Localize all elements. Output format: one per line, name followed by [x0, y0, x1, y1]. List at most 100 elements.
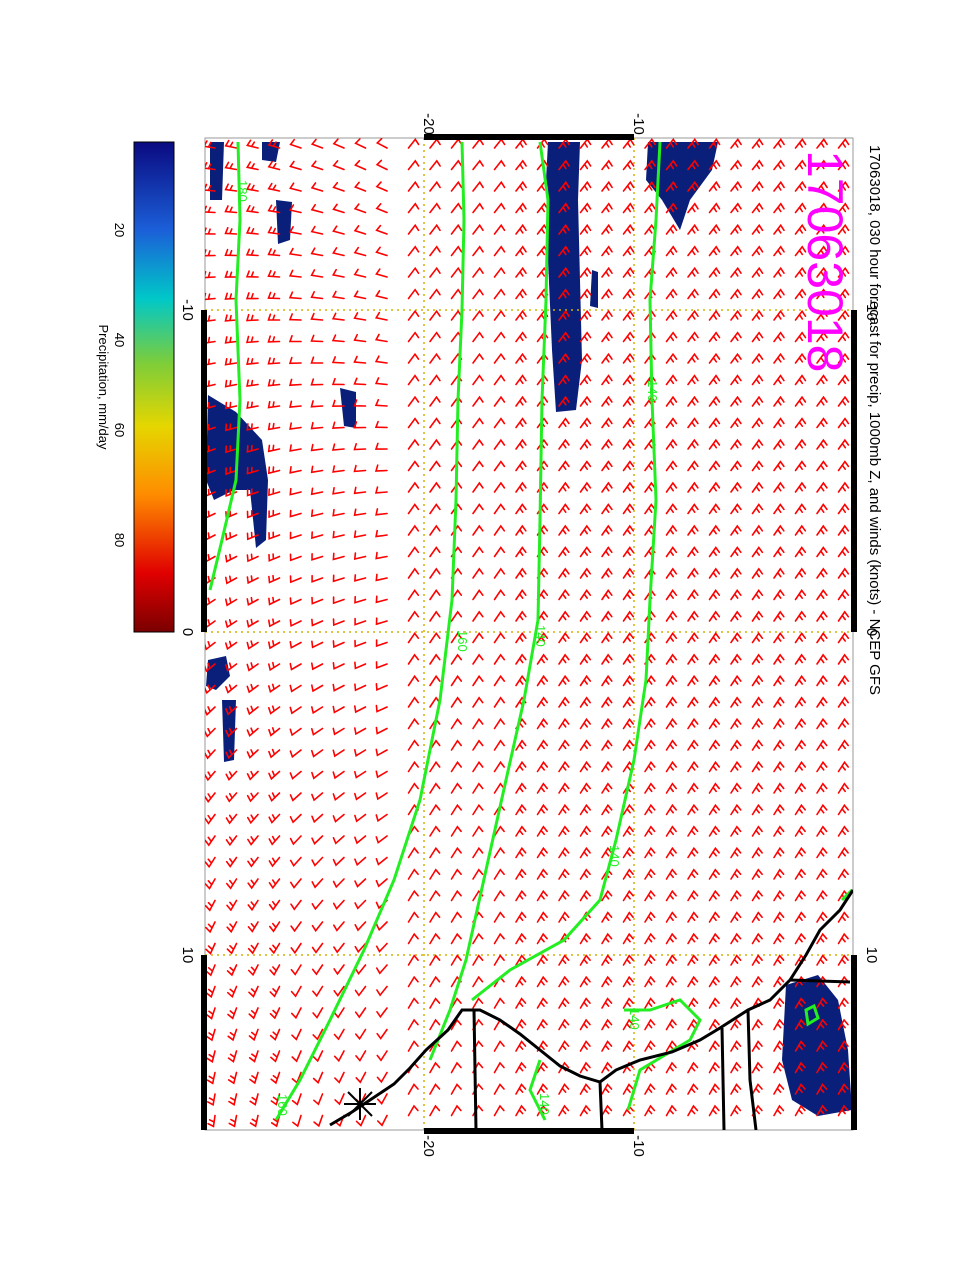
wind-barb [205, 249, 216, 257]
wind-barb [794, 546, 807, 558]
wind-barb [644, 889, 656, 902]
wind-barb [429, 632, 441, 644]
wind-barb [794, 481, 807, 493]
wind-barb [558, 589, 570, 601]
wind-barb [354, 835, 367, 845]
wind-barb [375, 551, 388, 560]
wind-barb [708, 889, 720, 902]
wind-barb [601, 932, 613, 945]
wind-barb [601, 309, 613, 321]
wind-barb [579, 223, 592, 235]
wind-barb [687, 245, 699, 257]
wind-barb [579, 610, 592, 622]
wind-barb [579, 438, 592, 450]
wind-barb [687, 1104, 699, 1117]
wind-barb [429, 760, 441, 773]
wind-barb [493, 395, 506, 407]
wind-barb [205, 706, 216, 716]
wind-barb [837, 589, 850, 601]
wind-barb [429, 932, 441, 945]
wind-barb [794, 374, 807, 386]
wind-barb [429, 202, 441, 214]
wind-barb [246, 466, 259, 475]
wind-barb [687, 954, 699, 966]
wind-barb [579, 889, 591, 902]
wind-barb [708, 202, 721, 214]
wind-barb [331, 399, 345, 408]
wind-barb [472, 288, 484, 300]
wind-barb [376, 1007, 388, 1019]
wind-barb [224, 248, 238, 257]
wind-barb [708, 438, 721, 450]
wind-barb [332, 792, 345, 802]
wind-barb [708, 180, 721, 192]
wind-barb [407, 760, 419, 773]
wind-barb [751, 266, 764, 278]
wind-barb [450, 1104, 462, 1117]
station-marker [344, 1088, 376, 1120]
wind-barb [310, 225, 324, 235]
lat-lon-grid [205, 138, 853, 1130]
wind-barb [245, 335, 259, 344]
wind-barb [665, 417, 678, 429]
wind-barb [708, 567, 721, 579]
wind-barb [644, 760, 656, 773]
wind-barb [205, 423, 216, 432]
wind-barb [224, 270, 238, 278]
wind-barb [246, 792, 259, 803]
wind-barb [245, 204, 259, 214]
wind-barb [472, 567, 484, 579]
wind-barb [816, 610, 828, 622]
wind-barb [730, 417, 742, 429]
wind-barb [493, 438, 506, 450]
wind-barb [622, 932, 634, 945]
wind-barb [687, 460, 699, 472]
wind-barb [450, 911, 462, 923]
wind-barb [224, 292, 238, 300]
wind-barb [601, 180, 613, 192]
wind-barb [515, 288, 527, 300]
wind-barb [601, 846, 613, 859]
wind-barb [493, 825, 505, 837]
wind-barb [246, 488, 259, 497]
wind-barb [536, 760, 548, 773]
wind-barb [407, 481, 420, 493]
wind-barb [687, 266, 699, 278]
wind-barb [332, 552, 345, 561]
wind-barb [472, 374, 484, 386]
wind-barb [794, 1040, 806, 1052]
wind-barb [687, 610, 699, 622]
wind-barb [773, 674, 785, 687]
wind-barb [837, 202, 850, 214]
wind-barb [332, 487, 345, 495]
wind-barb [665, 932, 677, 945]
wind-barb [558, 352, 570, 364]
wind-barb [837, 803, 849, 816]
wind-barb [472, 524, 484, 536]
wind-barb [773, 1083, 785, 1095]
wind-barb [310, 203, 324, 214]
wind-barb [579, 825, 591, 837]
wind-barb [730, 825, 742, 837]
wind-barb [450, 202, 463, 214]
wind-barb [225, 575, 238, 585]
wind-barb [730, 868, 742, 880]
wind-barb [515, 1061, 527, 1074]
wind-barb [355, 1050, 367, 1062]
wind-barb [311, 727, 324, 736]
wind-barb [354, 574, 367, 582]
wind-barb [472, 739, 484, 751]
wind-barb [536, 1083, 548, 1095]
wind-barb [472, 460, 484, 472]
wind-barb [310, 182, 324, 192]
wind-barb [493, 911, 505, 923]
wind-barb [816, 223, 828, 235]
wind-barb [644, 1083, 656, 1095]
wind-barb [665, 674, 678, 687]
wind-barb [515, 911, 527, 923]
wind-barb [429, 180, 441, 192]
wind-barb [267, 466, 281, 475]
wind-barb [579, 266, 592, 278]
wind-barb [224, 205, 238, 214]
wind-barb [374, 420, 388, 429]
